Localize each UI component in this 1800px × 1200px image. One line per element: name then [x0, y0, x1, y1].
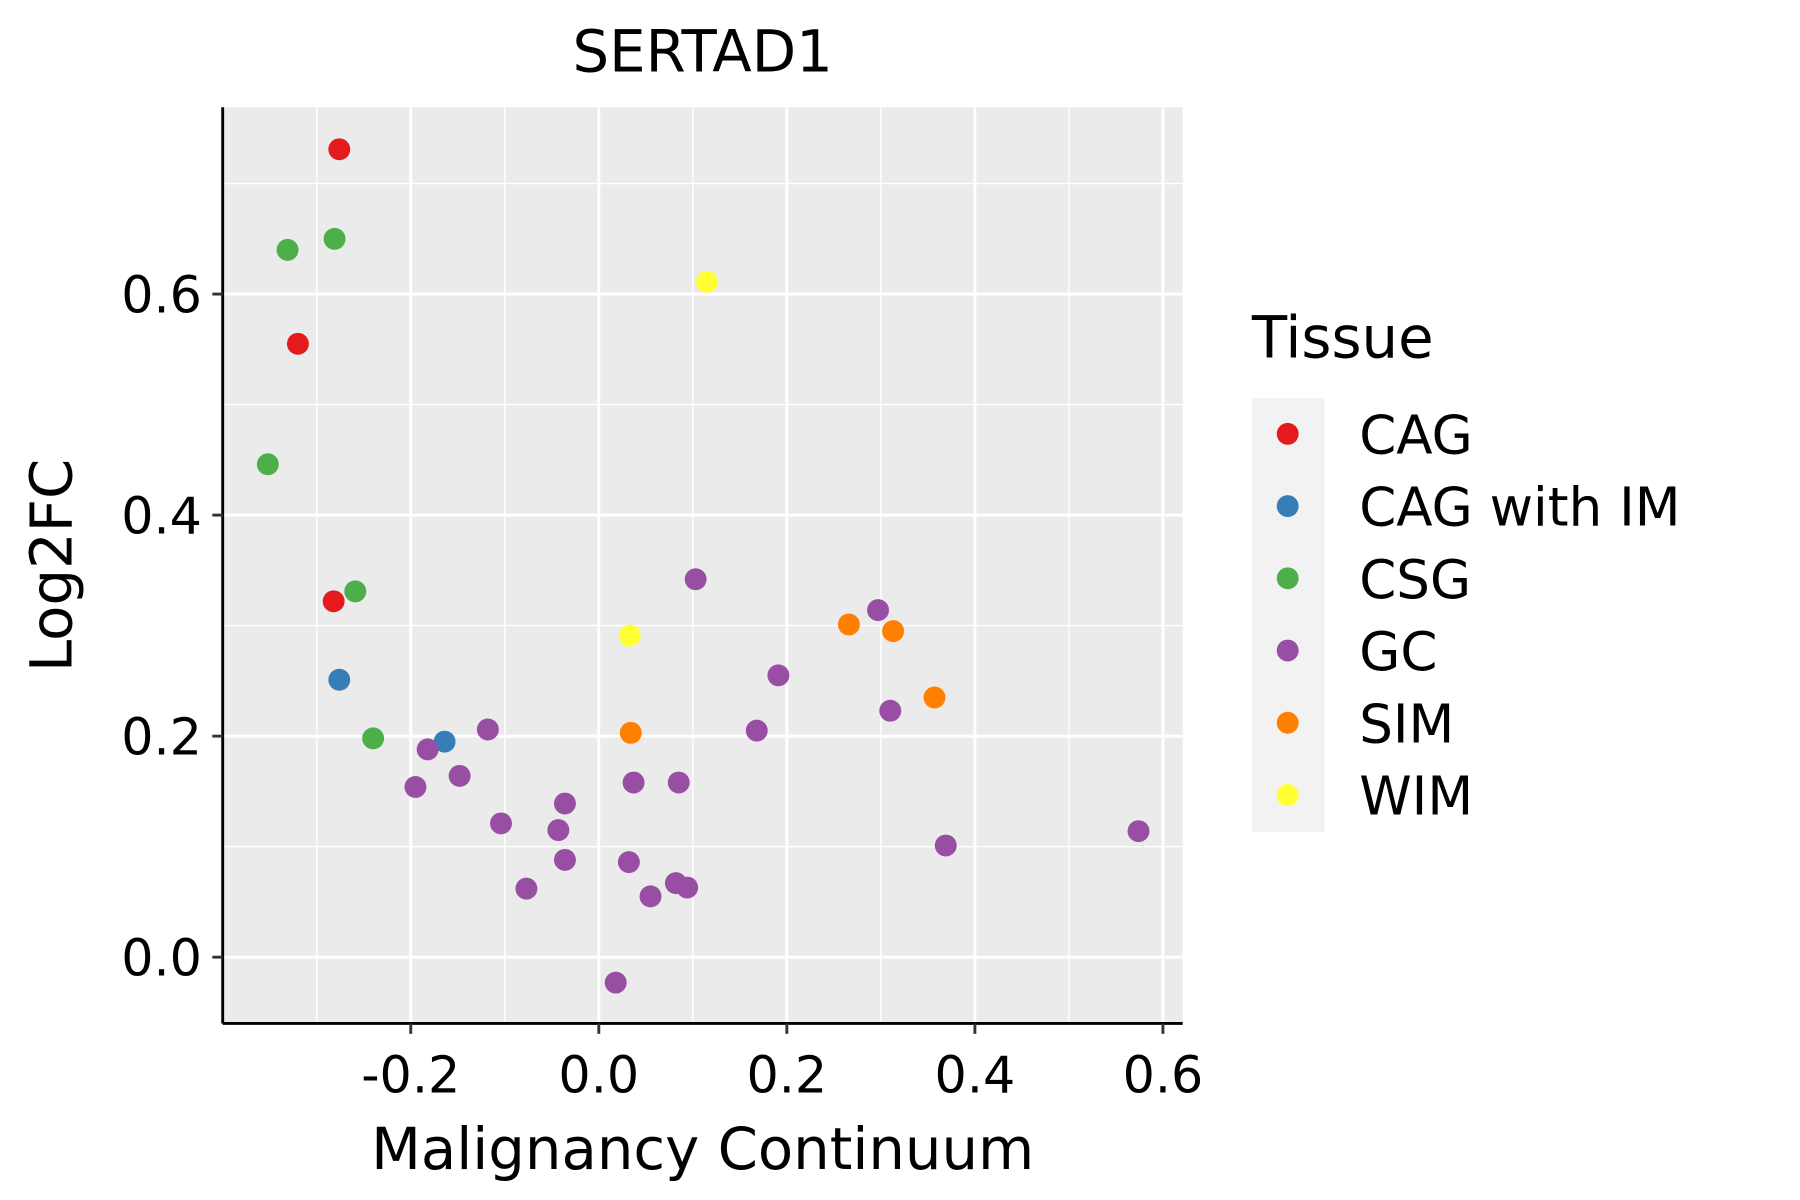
data-point-cag [286, 332, 309, 355]
legend-marker [1276, 784, 1299, 806]
gridlines [222, 107, 1183, 1024]
legend-marker [1276, 639, 1299, 662]
data-point-wim [695, 270, 718, 293]
legend-label: CAG with IM [1359, 477, 1680, 539]
data-point-wim [618, 624, 641, 647]
chart-title: SERTAD1 [573, 18, 833, 86]
x-tick-label: 0.6 [1123, 1046, 1204, 1105]
data-point-gc [867, 599, 890, 622]
data-point-cag [322, 590, 345, 613]
x-tick-label: 0.2 [746, 1046, 827, 1105]
x-tick-label: -0.2 [361, 1046, 460, 1105]
y-tick-label: 0.6 [121, 266, 202, 325]
legend-item: GC [1276, 621, 1437, 683]
legend-label: CSG [1359, 549, 1471, 611]
legend-marker [1276, 422, 1299, 445]
plot-panel [222, 107, 1183, 1024]
data-point-gc [684, 568, 707, 591]
legend-key-background [1251, 398, 1325, 832]
legend: CAG CAG with IM CSG GC SIM WIM [1276, 404, 1681, 828]
data-point-gc [1127, 820, 1150, 843]
data-point-gc [934, 834, 957, 857]
data-point-gc [622, 771, 645, 794]
data-point-sim [619, 721, 642, 744]
legend-item: WIM [1276, 766, 1473, 828]
data-point-gc [745, 719, 768, 742]
legend-item: CSG [1276, 549, 1471, 611]
data-point-csg [362, 727, 385, 750]
legend-marker [1276, 567, 1299, 590]
legend-label: GC [1359, 621, 1437, 683]
legend-item: SIM [1276, 693, 1454, 755]
data-point-cag-with-im [433, 730, 456, 753]
data-point-cag-with-im [328, 668, 351, 691]
x-tick-label: 0.4 [935, 1046, 1016, 1105]
x-axis-title: Malignancy Continuum [371, 1115, 1034, 1183]
y-tick-label: 0.4 [121, 487, 202, 546]
data-points [256, 138, 1150, 994]
data-point-gc [404, 776, 427, 798]
data-point-gc [676, 876, 699, 899]
legend-label: CAG [1359, 404, 1473, 466]
data-point-csg [276, 238, 299, 261]
data-point-gc [515, 877, 538, 900]
x-tick-label: 0.0 [558, 1046, 639, 1105]
data-point-csg [323, 227, 346, 250]
data-point-gc [767, 664, 790, 687]
data-point-sim [882, 620, 905, 643]
y-tick-label: 0.2 [121, 708, 202, 767]
axis-ticks: -0.2 0.0 0.2 0.4 0.6 0.0 0.2 0.4 0.6 [121, 266, 1203, 1105]
legend-item: CAG [1276, 404, 1473, 466]
legend-title: Tissue [1251, 304, 1434, 372]
data-point-gc [448, 764, 471, 787]
data-point-sim [837, 613, 860, 636]
data-point-gc [553, 848, 576, 871]
data-point-gc [617, 851, 640, 874]
data-point-gc [416, 738, 439, 761]
legend-label: WIM [1359, 766, 1473, 828]
data-point-gc [667, 771, 690, 794]
data-point-gc [639, 885, 662, 908]
y-axis-title: Log2FC [18, 459, 86, 672]
data-point-csg [256, 453, 279, 476]
data-point-gc [604, 971, 627, 994]
data-point-gc [553, 792, 576, 815]
data-point-sim [923, 686, 946, 709]
data-point-cag [328, 138, 351, 161]
legend-marker [1276, 495, 1299, 518]
data-point-gc [547, 819, 570, 842]
y-tick-label: 0.0 [121, 929, 202, 988]
legend-label: SIM [1359, 693, 1454, 755]
data-point-csg [344, 580, 367, 603]
data-point-gc [490, 812, 512, 835]
data-point-gc [476, 718, 499, 741]
legend-item: CAG with IM [1276, 477, 1681, 539]
legend-marker [1276, 711, 1299, 734]
data-point-gc [879, 699, 902, 722]
